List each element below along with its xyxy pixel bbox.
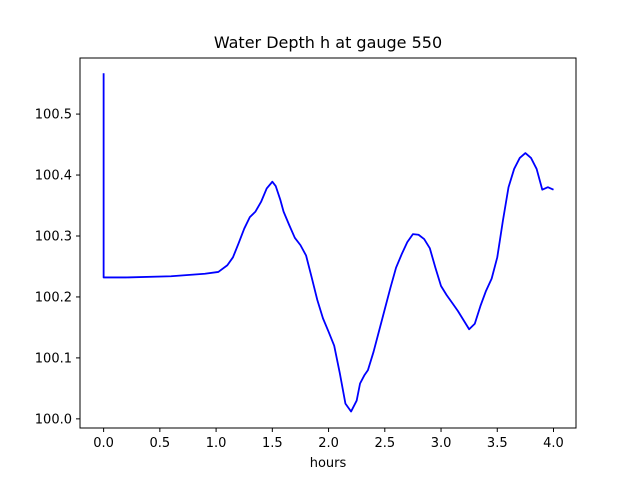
chart-title: Water Depth h at gauge 550 (214, 33, 442, 52)
x-tick-label: 0.5 (150, 436, 171, 451)
x-tick-label: 1.5 (262, 436, 283, 451)
y-tick-label: 100.3 (35, 229, 72, 244)
x-tick-label: 3.5 (487, 436, 508, 451)
x-tick-label: 3.0 (431, 436, 452, 451)
series-line-0 (102, 73, 554, 413)
y-tick-label: 100.4 (35, 169, 72, 184)
y-tick-label: 100.1 (35, 351, 72, 366)
y-tick-label: 100.2 (35, 290, 72, 305)
x-tick-label: 0.0 (93, 436, 114, 451)
x-tick-label: 2.5 (374, 436, 395, 451)
plot-area (102, 73, 554, 413)
x-tick-label: 1.0 (206, 436, 227, 451)
x-tick-label: 2.0 (318, 436, 339, 451)
x-axis-label: hours (310, 456, 347, 471)
y-tick-label: 100.0 (35, 412, 72, 427)
y-axis-ticks: 100.0 100.1 100.2 100.3 100.4 100.5 (35, 108, 80, 427)
x-tick-label: 4.0 (543, 436, 564, 451)
x-axis-ticks: 0.0 0.5 1.0 1.5 2.0 2.5 3.0 3.5 4.0 (93, 428, 564, 451)
y-tick-label: 100.5 (35, 108, 72, 123)
axes-frame (79, 57, 577, 429)
